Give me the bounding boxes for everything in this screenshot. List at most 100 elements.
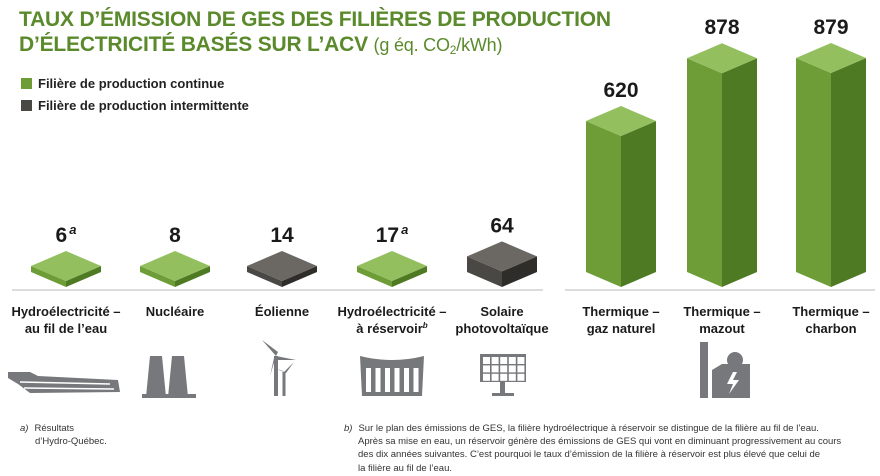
solar-panel-foot xyxy=(492,393,514,396)
category-label-line1: Nucléaire xyxy=(146,304,205,319)
bar-left-face xyxy=(687,58,722,288)
solar-cell xyxy=(483,357,490,364)
category-label-line1: Hydroélectricité – xyxy=(11,304,120,319)
solar-cell xyxy=(500,365,508,373)
wind-blade-1 xyxy=(262,340,278,356)
category-label-line2: photovoltaïque xyxy=(455,321,548,336)
data-label: 878 xyxy=(704,16,739,39)
data-label: 879 xyxy=(813,16,848,39)
footnote-b-mark: b) xyxy=(344,423,353,434)
run-of-river-water-lines xyxy=(19,381,115,390)
solar-cell xyxy=(491,373,499,381)
legend-label-intermittent: Filière de production intermittente xyxy=(38,98,249,113)
title-unit-pre: (g éq. CO xyxy=(373,35,450,55)
category-label-line2: mazout xyxy=(699,321,745,336)
reservoir-dam-spillway xyxy=(385,368,390,392)
solar-cell xyxy=(491,357,499,364)
bar-right-face xyxy=(621,121,656,287)
solar-cell xyxy=(500,373,508,381)
footnote-b: b) Sur le plan des émissions de GES, la f… xyxy=(344,422,874,475)
solar-cell xyxy=(483,365,490,373)
title-unit: (g éq. CO2/kWh) xyxy=(373,35,503,57)
bar-right-face xyxy=(722,58,757,288)
reservoir-dam-spillway xyxy=(413,368,419,392)
reservoir-dam-spillway xyxy=(375,368,381,392)
title-unit-sub: 2 xyxy=(449,43,457,57)
category-label-line2: charbon xyxy=(805,321,856,336)
title-line-2: D’ÉLECTRICITÉ BASÉS SUR L’ACV (g éq. CO2… xyxy=(19,32,619,58)
solar-cell xyxy=(517,357,525,364)
data-label: 620 xyxy=(603,79,638,102)
category-label-line2: au fil de l’eau xyxy=(25,321,107,336)
bar-top-face xyxy=(586,106,656,137)
bar-right-face xyxy=(175,266,210,287)
legend-swatch-intermittent xyxy=(21,100,32,111)
footnote-b-line-2: Après sa mise en eau, un réservoir génèr… xyxy=(358,436,842,448)
bar-left-face xyxy=(586,121,621,287)
footnote-b-line-3: des dix années suivantes. C’est pourquoi… xyxy=(358,449,821,461)
bar-top-face xyxy=(357,251,427,281)
thermal-plant-dome xyxy=(727,352,743,368)
category-label-line1: Hydroélectricité – xyxy=(337,304,446,319)
footnote-a-line-2: d’Hydro-Québec. xyxy=(35,436,107,448)
bar-top-face xyxy=(687,43,757,74)
category-label-line1: Thermique – xyxy=(582,304,659,319)
reservoir-dam-spillway xyxy=(404,368,409,392)
lightning-icon xyxy=(727,372,739,394)
data-label: 8 xyxy=(169,224,181,247)
thermal-plant-icon xyxy=(700,342,708,398)
category-label-line2: gaz naturel xyxy=(587,321,656,336)
solar-cell xyxy=(508,365,516,373)
wind-blade-3 xyxy=(270,356,276,376)
legend-label-continuous: Filière de production continue xyxy=(38,76,225,91)
solar-cell xyxy=(508,357,516,364)
footnote-a-mark: a) xyxy=(20,423,29,434)
bar-left-face xyxy=(31,266,66,287)
category-label-line1: Solaire xyxy=(480,304,523,319)
nuclear-plant-icon xyxy=(146,356,166,397)
category-label-line1: Thermique – xyxy=(792,304,869,319)
footnote-b-line-1: b) Sur le plan des émissions de GES, la f… xyxy=(344,422,874,435)
bar-right-face xyxy=(502,256,537,287)
bar-left-face xyxy=(467,256,502,287)
footnote-a-text-1: Résultats xyxy=(34,423,75,434)
footnote-b-line-4: la filière au fil de l’eau. xyxy=(358,462,452,474)
title-unit-post: /kWh) xyxy=(456,35,503,55)
solar-cell xyxy=(491,365,499,373)
legend-item-intermittent: Filière de production intermittente xyxy=(21,98,249,113)
bar-left-face xyxy=(357,266,392,287)
bar-right-face xyxy=(66,266,101,287)
reservoir-dam-spillway xyxy=(366,368,371,392)
wind-blade-2 xyxy=(276,356,296,360)
footnote-b-text-1: Sur le plan des émissions de GES, la fil… xyxy=(358,423,819,434)
data-label: 17 a xyxy=(376,222,409,247)
solar-cell xyxy=(500,357,508,364)
footnote-a: a) Résultats d’Hydro-Québec. xyxy=(20,422,140,448)
solar-cell xyxy=(483,373,490,381)
data-label: 64 xyxy=(490,214,514,237)
legend-item-continuous: Filière de production continue xyxy=(21,76,224,91)
solar-cell xyxy=(517,373,525,381)
wind-turbine-2-blades xyxy=(274,362,294,373)
category-label-line1: Thermique – xyxy=(683,304,760,319)
bar-top-face xyxy=(467,241,537,272)
bar-top-face xyxy=(247,251,317,281)
bar-right-face xyxy=(831,58,866,287)
chart-title: TAUX D’ÉMISSION DE GES DES FILIÈRES DE P… xyxy=(19,7,619,58)
reservoir-dam-spillway xyxy=(394,368,400,392)
footnote-a-line-1: a) Résultats xyxy=(20,422,140,435)
data-label: 14 xyxy=(270,224,294,247)
category-label-line1: Éolienne xyxy=(255,304,309,319)
bar-left-face xyxy=(796,58,831,287)
solar-panel-stand xyxy=(500,382,505,394)
solar-cell xyxy=(517,365,525,373)
bar-top-face xyxy=(140,251,210,281)
solar-cell xyxy=(508,373,516,381)
legend-swatch-continuous xyxy=(21,78,32,89)
bar-left-face xyxy=(140,266,175,287)
title-line-1: TAUX D’ÉMISSION DE GES DES FILIÈRES DE P… xyxy=(19,8,611,31)
nuclear-tower-2 xyxy=(168,356,188,397)
title-line-2-text: D’ÉLECTRICITÉ BASÉS SUR L’ACV xyxy=(19,33,368,56)
